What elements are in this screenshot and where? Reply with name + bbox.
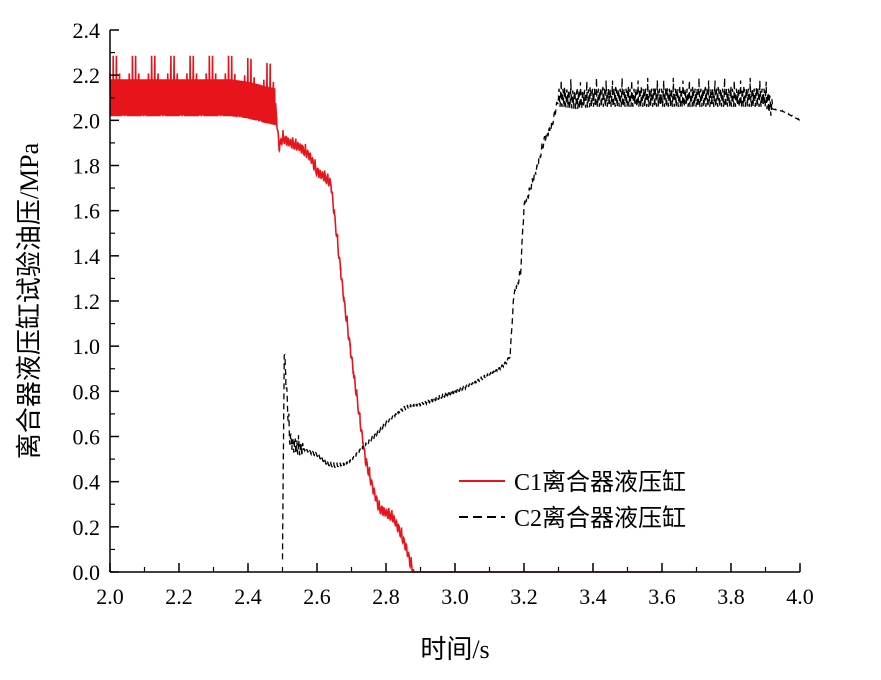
y-tick-label: 2.4 bbox=[73, 18, 101, 43]
y-tick-label: 2.0 bbox=[73, 108, 101, 133]
series-line-c2 bbox=[281, 77, 801, 560]
x-tick-label: 2.8 bbox=[372, 584, 400, 609]
y-tick-label: 0.4 bbox=[73, 470, 101, 495]
ticks: 2.0 2.2 2.4 2.6 2.8 3.0 3.2 3.4 3.6 3.8 4.0 0.0 0.2 0… bbox=[73, 18, 814, 609]
y-tick-label: 1.0 bbox=[73, 334, 101, 359]
y-tick-label: 0.6 bbox=[73, 425, 101, 450]
x-tick-label: 2.4 bbox=[234, 584, 262, 609]
y-tick-label: 1.8 bbox=[73, 154, 101, 179]
x-tick-label: 3.4 bbox=[579, 584, 607, 609]
x-tick-label: 3.2 bbox=[510, 584, 538, 609]
legend-label-c2: C2离合器液压缸 bbox=[514, 505, 686, 532]
plot-area bbox=[109, 55, 801, 573]
x-tick-label: 3.8 bbox=[717, 584, 745, 609]
y-tick-label: 2.2 bbox=[73, 63, 101, 88]
y-tick-label: 0.8 bbox=[73, 379, 101, 404]
y-tick-label: 1.2 bbox=[73, 289, 101, 314]
x-tick-label: 3.6 bbox=[648, 584, 676, 609]
x-tick-label: 2.6 bbox=[303, 584, 331, 609]
y-tick-label: 0.2 bbox=[73, 515, 101, 540]
x-tick-label: 4.0 bbox=[786, 584, 814, 609]
x-axis-title: 时间/s bbox=[420, 635, 489, 664]
y-tick-label: 1.4 bbox=[73, 244, 101, 269]
x-tick-label: 2.2 bbox=[165, 584, 193, 609]
x-tick-label: 3.0 bbox=[441, 584, 469, 609]
y-axis-title: 离合器液压缸试验油压/MPa bbox=[15, 142, 44, 459]
x-tick-label: 2.0 bbox=[96, 584, 124, 609]
legend: C1离合器液压缸 C2离合器液压缸 bbox=[459, 469, 686, 532]
y-tick-label: 0.0 bbox=[73, 560, 101, 585]
y-tick-label: 1.6 bbox=[73, 199, 101, 224]
legend-label-c1: C1离合器液压缸 bbox=[514, 469, 686, 496]
